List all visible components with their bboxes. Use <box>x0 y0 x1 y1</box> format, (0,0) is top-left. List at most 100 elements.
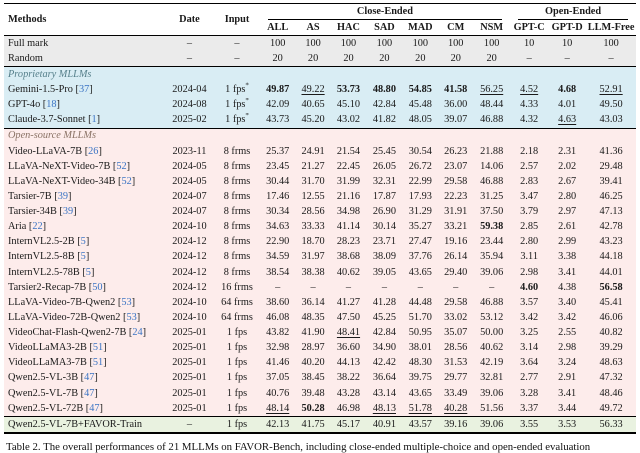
metric-value: 35.07 <box>438 325 474 341</box>
table-row: LLaVA-Video-7B-Qwen2 [53] 2024-10 64 frms 3… <box>4 295 636 311</box>
metric-value: 39.05 <box>366 264 403 281</box>
metric-value: 21.16 <box>330 189 367 205</box>
metric-value: 2.31 <box>548 143 587 160</box>
metric-value: 4.63 <box>548 112 587 129</box>
metric-value: 41.36 <box>586 143 636 160</box>
citation-link[interactable]: 39 <box>62 206 74 218</box>
metric-value: 3.40 <box>548 295 587 311</box>
metric-value: 50.00 <box>473 325 511 341</box>
citation-link[interactable]: 51 <box>92 342 104 354</box>
input-value: – <box>214 35 260 52</box>
metric-value: 3.11 <box>510 249 549 265</box>
table-row: InternVL2.5-78B [5] 2024-12 8 frms 38.54 38.… <box>4 264 636 281</box>
date-value: 2024-05 <box>164 159 215 175</box>
method-name: VideoLLaMA3-2B [51] <box>4 340 165 356</box>
citation-link[interactable]: 26 <box>88 145 99 157</box>
metric-value: 49.22 <box>295 82 331 98</box>
metric-value: 24.91 <box>295 143 331 160</box>
metric-value: 43.03 <box>586 112 636 129</box>
metric-value: 100 <box>402 35 439 52</box>
metric-value: 46.08 <box>259 310 296 326</box>
metric-value: 31.70 <box>295 174 331 190</box>
method-name: Tarsier-34B [39] <box>4 204 165 220</box>
metric-value: 12.55 <box>295 189 331 205</box>
metric-value: 100 <box>586 35 636 52</box>
input-value: 64 frms <box>214 295 260 311</box>
citation-link[interactable]: 18 <box>46 99 57 111</box>
metric-value: 28.97 <box>295 340 331 356</box>
metric-value: 40.20 <box>295 355 331 371</box>
metric-value: 38.01 <box>402 340 439 356</box>
metric-value: 39.29 <box>586 340 636 356</box>
column-header-gpt-d: GPT-D <box>551 21 583 33</box>
metric-value: 37.76 <box>402 249 439 265</box>
metric-value: 100 <box>330 35 367 52</box>
metric-value: 20 <box>295 51 331 67</box>
input-value: 8 frms <box>214 174 260 190</box>
citation-link[interactable]: 53 <box>126 311 137 323</box>
metric-value: 4.38 <box>548 280 587 296</box>
citation-link[interactable]: 47 <box>89 402 100 414</box>
metric-value: – <box>473 280 511 296</box>
citation-link[interactable]: 51 <box>92 357 104 369</box>
metric-value: 29.48 <box>586 159 636 175</box>
metric-value: 23.44 <box>473 234 511 250</box>
metric-value: 2.83 <box>510 174 549 190</box>
column-header-hac: HAC <box>337 21 360 33</box>
metric-value: 44.48 <box>402 295 439 311</box>
metric-value: 38.54 <box>259 264 296 281</box>
table-row: Aria [22] 2024-10 8 frms 34.63 33.33 41.14 30.… <box>4 219 636 235</box>
column-group-close-ended: Close-Ended <box>260 4 510 20</box>
table-header: Methods Date Input Close-Ended Open-Ende… <box>4 4 636 36</box>
citation-link[interactable]: 5 <box>80 251 86 263</box>
citation-link[interactable]: 5 <box>80 236 86 248</box>
metric-value: 3.64 <box>510 355 549 371</box>
citation-link[interactable]: 37 <box>78 84 90 96</box>
metric-value: 29.40 <box>438 264 474 281</box>
date-value: 2024-12 <box>164 280 215 296</box>
metric-value: 37.50 <box>473 204 511 220</box>
results-table: Methods Date Input Close-Ended Open-Ende… <box>4 3 636 435</box>
metric-value: 56.58 <box>586 280 636 296</box>
metric-value: 26.14 <box>438 249 474 265</box>
citation-link[interactable]: 47 <box>84 372 95 384</box>
citation-link[interactable]: 53 <box>121 296 132 308</box>
citation-link[interactable]: 52 <box>121 175 132 187</box>
citation-link[interactable]: 5 <box>85 266 91 278</box>
date-value: 2024-10 <box>164 219 215 235</box>
metric-value: 36.14 <box>295 295 331 311</box>
metric-value: 30.14 <box>366 219 403 235</box>
metric-value: 42.84 <box>366 97 403 113</box>
metric-value: 20 <box>402 51 439 67</box>
method-name: Random <box>4 51 165 67</box>
metric-value: 39.06 <box>473 385 511 402</box>
citation-link[interactable]: 1 <box>91 114 97 126</box>
metric-value: 46.88 <box>473 174 511 190</box>
citation-link[interactable]: 50 <box>92 281 103 293</box>
citation-link[interactable]: 22 <box>32 221 43 233</box>
citation-link[interactable]: 47 <box>84 387 95 399</box>
date-value: – <box>164 416 215 434</box>
metric-value: 41.75 <box>295 416 331 434</box>
metric-value: 36.64 <box>366 370 403 386</box>
method-name: Claude-3.7-Sonnet [1] <box>4 112 165 129</box>
column-header-date: Date <box>179 13 200 25</box>
table-row: Qwen2.5-VL-7B [47] 2025-01 1 fps 40.76 39.48… <box>4 385 636 402</box>
metric-value: 4.60 <box>510 280 549 296</box>
metric-value: 43.57 <box>402 416 439 434</box>
metric-value: 32.81 <box>473 370 511 386</box>
table-row: Qwen2.5-VL-72B [47] 2025-01 1 fps 48.14 50.2… <box>4 401 636 417</box>
metric-value: 30.54 <box>402 143 439 160</box>
metric-value: 38.09 <box>366 249 403 265</box>
table-row: Qwen2.5-VL-3B [47] 2025-01 1 fps 37.05 38.45… <box>4 370 636 386</box>
metric-value: 25.45 <box>366 143 403 160</box>
citation-link[interactable]: 24 <box>132 327 143 339</box>
metric-value: 41.27 <box>330 295 367 311</box>
citation-link[interactable]: 52 <box>116 160 127 172</box>
asterisk-note: * <box>245 112 249 120</box>
metric-value: – <box>366 280 403 296</box>
asterisk-note: * <box>245 97 249 105</box>
metric-value: 20 <box>473 51 511 67</box>
metric-value: 41.28 <box>366 295 403 311</box>
citation-link[interactable]: 39 <box>57 190 68 202</box>
